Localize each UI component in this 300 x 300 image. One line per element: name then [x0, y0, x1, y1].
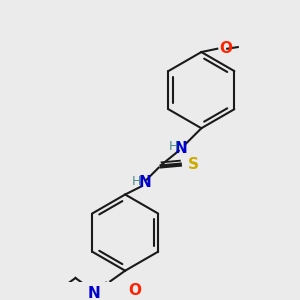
- Text: O: O: [220, 41, 232, 56]
- Text: N: N: [175, 141, 188, 156]
- Text: S: S: [188, 157, 199, 172]
- Text: H: H: [132, 175, 141, 188]
- Text: N: N: [139, 176, 152, 190]
- Text: N: N: [87, 286, 100, 300]
- Text: O: O: [128, 283, 142, 298]
- Text: H: H: [169, 140, 178, 153]
